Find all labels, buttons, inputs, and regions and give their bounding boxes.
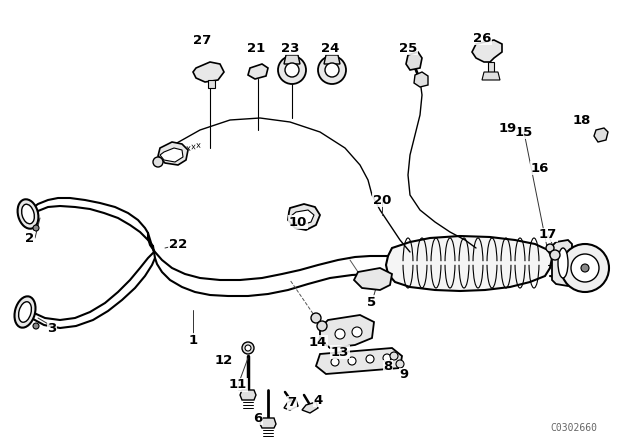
Text: 26: 26 [473, 31, 491, 44]
Polygon shape [260, 418, 276, 428]
Circle shape [245, 345, 251, 351]
Polygon shape [302, 402, 318, 413]
Circle shape [285, 63, 299, 77]
Text: 3: 3 [47, 322, 56, 335]
Polygon shape [414, 72, 428, 87]
Circle shape [331, 358, 339, 366]
Text: 5: 5 [367, 296, 376, 309]
Ellipse shape [15, 296, 35, 327]
Polygon shape [291, 210, 314, 225]
Circle shape [396, 360, 404, 368]
Text: 7: 7 [287, 396, 296, 409]
Circle shape [561, 244, 609, 292]
Text: 24: 24 [321, 42, 339, 55]
Polygon shape [160, 148, 183, 162]
Polygon shape [240, 390, 256, 400]
Polygon shape [482, 72, 500, 80]
Text: 23: 23 [281, 42, 299, 55]
Text: 22: 22 [169, 238, 187, 251]
Text: 1: 1 [188, 333, 198, 346]
Polygon shape [284, 400, 298, 410]
Polygon shape [472, 40, 502, 62]
Text: 17: 17 [539, 228, 557, 241]
Circle shape [571, 254, 599, 282]
Circle shape [242, 342, 254, 354]
Circle shape [366, 355, 374, 363]
Circle shape [325, 63, 339, 77]
Circle shape [348, 357, 356, 365]
Text: 25: 25 [399, 42, 417, 55]
Text: C0302660: C0302660 [550, 423, 598, 433]
Polygon shape [284, 55, 300, 64]
Text: 10: 10 [289, 215, 307, 228]
Text: 11: 11 [229, 379, 247, 392]
Text: 18: 18 [573, 113, 591, 126]
Circle shape [278, 56, 306, 84]
Polygon shape [406, 52, 422, 70]
Circle shape [581, 264, 589, 272]
Text: 2: 2 [26, 232, 35, 245]
Text: 19: 19 [499, 121, 517, 134]
Polygon shape [354, 268, 392, 290]
Text: 4: 4 [314, 393, 323, 406]
Text: 14: 14 [309, 336, 327, 349]
Polygon shape [594, 128, 608, 142]
Circle shape [352, 327, 362, 337]
Text: 16: 16 [531, 161, 549, 175]
Polygon shape [552, 240, 572, 286]
Circle shape [550, 250, 560, 260]
Circle shape [335, 329, 345, 339]
Polygon shape [320, 315, 374, 348]
Polygon shape [193, 62, 224, 82]
Circle shape [153, 157, 163, 167]
Circle shape [317, 321, 327, 331]
Polygon shape [158, 142, 188, 165]
Circle shape [318, 56, 346, 84]
Circle shape [311, 313, 321, 323]
Text: 8: 8 [383, 361, 392, 374]
Circle shape [383, 354, 391, 362]
Ellipse shape [17, 199, 38, 229]
Text: 9: 9 [399, 369, 408, 382]
Text: 20: 20 [373, 194, 391, 207]
Text: 21: 21 [247, 42, 265, 55]
Text: 15: 15 [515, 125, 533, 138]
Text: 27: 27 [193, 34, 211, 47]
Polygon shape [288, 204, 320, 230]
Circle shape [33, 323, 39, 329]
Ellipse shape [558, 248, 568, 278]
Text: 6: 6 [253, 412, 262, 425]
Ellipse shape [22, 204, 35, 224]
Polygon shape [488, 62, 494, 72]
Polygon shape [248, 64, 268, 79]
Text: 13: 13 [331, 345, 349, 358]
Ellipse shape [19, 302, 31, 322]
Polygon shape [386, 236, 552, 291]
Polygon shape [316, 348, 402, 374]
Circle shape [390, 352, 398, 360]
Text: 12: 12 [215, 353, 233, 366]
Polygon shape [324, 55, 340, 64]
Polygon shape [208, 80, 215, 88]
Circle shape [546, 244, 554, 252]
Circle shape [33, 225, 39, 231]
